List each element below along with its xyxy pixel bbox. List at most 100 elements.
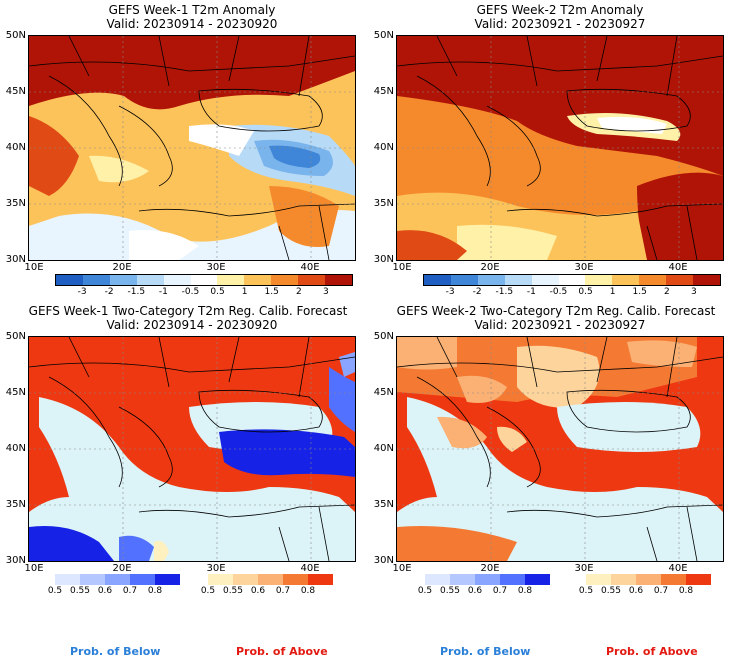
prob-color-swatch — [686, 574, 711, 585]
prob-colorbar-label: 0.7 — [653, 586, 669, 596]
p2-lat-35: 35N — [373, 198, 394, 209]
anomaly-colorbar-label: 2 — [295, 287, 302, 297]
anomaly-color-swatch — [450, 275, 478, 285]
p1-lon-40: 40E — [300, 262, 320, 273]
p1-lon-10: 10E — [24, 262, 44, 273]
legend-below-1: Prob. of Below — [70, 645, 161, 658]
panel2-title: GEFS Week-2 T2m Anomaly — [476, 3, 644, 17]
anomaly-colorbar-label: -1 — [158, 287, 168, 297]
anomaly-color-swatch — [531, 275, 559, 285]
p4-lat-45: 45N — [373, 387, 394, 398]
prob-colorbar-label: 0.55 — [600, 586, 622, 596]
p2-lat-30: 30N — [373, 254, 394, 265]
prob-colorbar-label: 0.7 — [492, 586, 508, 596]
p2-lat-45: 45N — [373, 86, 394, 97]
p4-lat-35: 35N — [373, 499, 394, 510]
anomaly-color-swatch — [271, 275, 299, 285]
anomaly-colorbar-label: -0.5 — [181, 287, 200, 297]
anomaly-color-swatch — [244, 275, 272, 285]
prob-color-swatch — [155, 574, 180, 585]
prob-colorbar-label: 0.7 — [275, 586, 291, 596]
prob-color-swatch — [130, 574, 155, 585]
anomaly-colorbar-label: 3 — [323, 287, 329, 297]
anomaly-color-swatch — [217, 275, 245, 285]
p3-lat-45: 45N — [5, 387, 26, 398]
anomaly-color-swatch — [504, 275, 532, 285]
anomaly-colorbar-label: -1.5 — [495, 287, 514, 297]
p1-lat-45: 45N — [5, 86, 26, 97]
panel4-title: GEFS Week-2 Two-Category T2m Reg. Calib.… — [396, 304, 716, 318]
p2-lon-30: 30E — [574, 262, 594, 273]
panel1-valid: Valid: 20230914 - 20230920 — [106, 17, 278, 31]
p3-lon-20: 20E — [112, 563, 132, 574]
anomaly-colorbar-label: -1.5 — [127, 287, 146, 297]
anomaly-color-swatch — [424, 275, 451, 285]
prob-colorbar-label: 0.55 — [439, 586, 461, 596]
prob-below-colorbar-2 — [425, 574, 550, 585]
anomaly-colorbar-label: -2 — [472, 287, 482, 297]
anomaly-color-swatch — [558, 275, 586, 285]
prob-colorbar-label: 0.5 — [417, 586, 433, 596]
anomaly-color-swatch — [163, 275, 191, 285]
p1-lat-30: 30N — [5, 254, 26, 265]
prob-colorbar-label: 0.8 — [678, 586, 694, 596]
prob-below-colorbar-1 — [55, 574, 180, 585]
p2-lon-10: 10E — [392, 262, 412, 273]
panel3-valid: Valid: 20230914 - 20230920 — [106, 318, 278, 332]
prob-colorbar-label: 0.6 — [97, 586, 113, 596]
panel3-map — [28, 336, 356, 562]
anomaly-colorbar-label: 1.5 — [264, 287, 279, 297]
prob-color-swatch — [283, 574, 308, 585]
p4-lon-20: 20E — [480, 563, 500, 574]
p3-lon-40: 40E — [300, 563, 320, 574]
anomaly-colorbar-1 — [55, 274, 353, 286]
p2-lat-40: 40N — [373, 142, 394, 153]
prob-colorbar-label: 0.5 — [47, 586, 63, 596]
anomaly-colorbar-label: -1 — [526, 287, 536, 297]
anomaly-color-swatch — [190, 275, 218, 285]
prob-color-swatch — [258, 574, 283, 585]
p1-lon-20: 20E — [112, 262, 132, 273]
p4-lon-40: 40E — [668, 563, 688, 574]
anomaly-colorbar-label: 3 — [691, 287, 697, 297]
legend-above-1: Prob. of Above — [236, 645, 328, 658]
p1-lat-40: 40N — [5, 142, 26, 153]
prob-color-swatch — [586, 574, 611, 585]
prob-color-swatch — [55, 574, 80, 585]
panel4-valid: Valid: 20230921 - 20230927 — [474, 318, 646, 332]
panel1-map — [28, 35, 356, 261]
prob-color-swatch — [308, 574, 333, 585]
anomaly-colorbar-label: 1 — [609, 287, 616, 297]
prob-colorbar-label: 0.8 — [517, 586, 533, 596]
prob-color-swatch — [105, 574, 130, 585]
p3-lat-35: 35N — [5, 499, 26, 510]
prob-colorbar-label: 0.8 — [300, 586, 316, 596]
anomaly-color-swatch — [666, 275, 694, 285]
prob-color-swatch — [636, 574, 661, 585]
anomaly-colorbar-2 — [423, 274, 721, 286]
prob-color-swatch — [450, 574, 475, 585]
panel2-map — [396, 35, 724, 261]
anomaly-color-swatch — [56, 275, 83, 285]
p3-lat-30: 30N — [5, 555, 26, 566]
p3-lon-10: 10E — [24, 563, 44, 574]
p1-lat-35: 35N — [5, 198, 26, 209]
prob-above-colorbar-1 — [208, 574, 333, 585]
prob-color-swatch — [233, 574, 258, 585]
prob-color-swatch — [425, 574, 450, 585]
anomaly-color-swatch — [109, 275, 137, 285]
panel3-title: GEFS Week-1 Two-Category T2m Reg. Calib.… — [28, 304, 348, 318]
anomaly-color-swatch — [82, 275, 110, 285]
p3-lon-30: 30E — [206, 563, 226, 574]
prob-colorbar-label: 0.7 — [122, 586, 138, 596]
p2-lat-50: 50N — [373, 30, 394, 41]
prob-colorbar-label: 0.5 — [200, 586, 216, 596]
anomaly-colorbar-label: 1 — [241, 287, 248, 297]
anomaly-color-swatch — [325, 275, 352, 285]
anomaly-colorbar-label: 0.5 — [578, 287, 593, 297]
prob-color-swatch — [80, 574, 105, 585]
anomaly-colorbar-label: 1.5 — [632, 287, 647, 297]
prob-above-colorbar-2 — [586, 574, 711, 585]
anomaly-color-swatch — [639, 275, 667, 285]
panel4-map — [396, 336, 724, 562]
